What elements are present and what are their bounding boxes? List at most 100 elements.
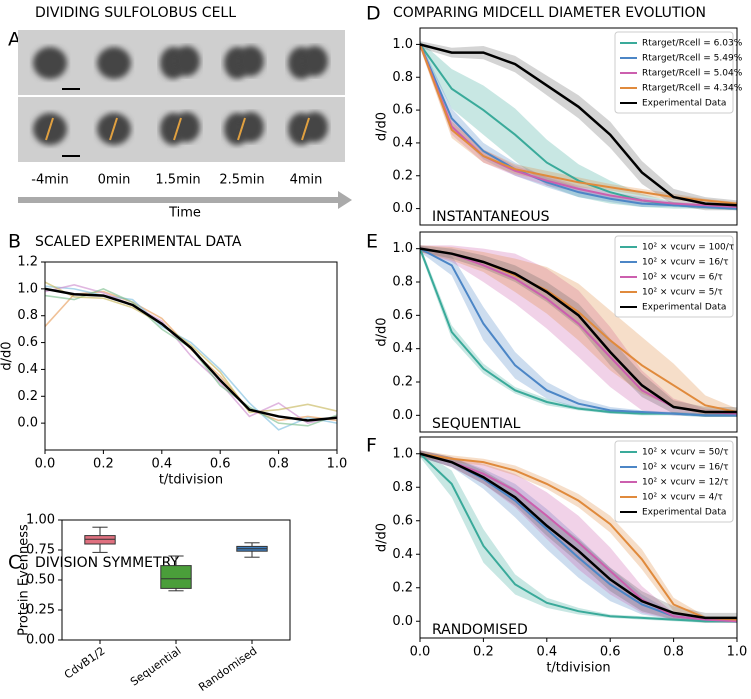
panel-title: SCALED EXPERIMENTAL DATA	[35, 234, 242, 250]
ring-marker	[173, 117, 182, 141]
legend-label: 10² × vcurv = 16/τ	[642, 258, 729, 268]
plot-area	[45, 281, 337, 431]
y-tick-label: 0.6	[392, 103, 413, 118]
error-band	[420, 245, 737, 417]
y-tick-label: 0.6	[17, 335, 38, 350]
y-axis-label: d/d0	[375, 317, 390, 346]
y-axis-label: d/d0	[375, 112, 390, 141]
error-band	[420, 450, 737, 623]
y-tick-label: 1.0	[392, 37, 413, 52]
plot-frame	[419, 27, 738, 226]
y-tick-label: 0.2	[392, 375, 413, 390]
x-tick-label: 0.6	[210, 457, 231, 472]
y-tick-label: 1.0	[17, 281, 38, 296]
time-label: 0min	[98, 173, 131, 188]
y-axis-label: Protein Evenness	[17, 524, 32, 636]
series-line	[45, 281, 337, 414]
series-line	[45, 285, 337, 431]
legend-label: Rtarget/Rcell = 6.03%	[642, 39, 743, 49]
panel-letter: D	[366, 3, 381, 25]
error-band	[420, 450, 737, 623]
panel-annotation: RANDOMISED	[432, 622, 528, 638]
series-line	[420, 453, 737, 623]
y-axis-label: d/d0	[375, 523, 390, 552]
series-line	[45, 287, 337, 422]
legend-label: 10² × vcurv = 16/τ	[642, 463, 729, 473]
x-tick-label: 0.2	[473, 645, 494, 660]
time-label: 4min	[290, 173, 323, 188]
y-axis-label: d/d0	[0, 341, 15, 370]
cell	[97, 47, 131, 79]
x-tick-label: 0.0	[35, 457, 56, 472]
y-tick-label: 0.6	[392, 308, 413, 323]
x-tick-label: 0.8	[268, 457, 289, 472]
panel-title: COMPARING MIDCELL DIAMETER EVOLUTION	[393, 5, 706, 21]
ring-marker	[45, 117, 54, 141]
y-tick-label: 0.25	[26, 603, 55, 618]
y-tick-label: 0.00	[26, 633, 55, 648]
series-line	[420, 452, 737, 620]
cell	[33, 47, 67, 79]
series-line	[420, 452, 737, 621]
time-arrowhead	[338, 191, 352, 209]
y-tick-label: 1.0	[392, 241, 413, 256]
error-band	[420, 41, 737, 211]
y-tick-label: 0.75	[26, 543, 55, 558]
legend-label: 10² × vcurv = 4/τ	[642, 493, 723, 503]
y-tick-label: 1.2	[17, 255, 38, 270]
plot-frame	[419, 436, 738, 639]
y-tick-label: 0.2	[392, 168, 413, 183]
legend-label: 10² × vcurv = 5/τ	[642, 288, 723, 298]
series-line	[420, 44, 737, 210]
ring-marker	[237, 117, 246, 141]
y-tick-label: 0.50	[26, 573, 55, 588]
y-tick-label: 0.0	[392, 201, 413, 216]
series-line	[420, 43, 737, 207]
series-line	[45, 287, 337, 427]
panel-letter: C	[8, 552, 21, 574]
legend-box	[614, 235, 734, 318]
legend-box	[614, 31, 734, 114]
x-tick-label: Sequential	[128, 644, 183, 688]
legend-label: Experimental Data	[642, 303, 726, 313]
series-line	[420, 247, 737, 414]
panel-letter: F	[366, 435, 377, 457]
error-band	[420, 41, 737, 209]
legend-label: 10² × vcurv = 100/τ	[642, 243, 734, 253]
time-label: 2.5min	[219, 173, 264, 188]
plot-area	[420, 41, 737, 211]
y-tick-label: 0.0	[392, 614, 413, 629]
error-band	[420, 450, 737, 622]
y-tick-label: 0.4	[17, 362, 38, 377]
plot-area	[420, 245, 737, 417]
legend-label: 10² × vcurv = 50/τ	[642, 448, 729, 458]
error-band	[420, 450, 737, 623]
y-tick-label: 0.4	[392, 341, 413, 356]
y-tick-label: 0.4	[392, 135, 413, 150]
error-band	[420, 450, 737, 623]
time-label: -4min	[31, 173, 68, 188]
y-tick-label: 0.2	[392, 580, 413, 595]
time-label: 1.5min	[155, 173, 200, 188]
x-axis-label: t/tdivision	[159, 473, 223, 488]
error-band	[420, 245, 737, 416]
x-tick-label: 0.8	[663, 645, 684, 660]
x-tick-label: 1.0	[327, 457, 348, 472]
x-tick-label: 0.4	[536, 645, 557, 660]
plot-area	[420, 450, 737, 623]
y-tick-label: 1.00	[26, 513, 55, 528]
legend-box	[614, 440, 734, 523]
y-tick-label: 0.8	[17, 308, 38, 323]
x-tick-label: 0.2	[93, 457, 114, 472]
x-tick-label: 0.0	[410, 645, 431, 660]
legend-label: Rtarget/Rcell = 5.49%	[642, 54, 743, 64]
y-tick-label: 0.2	[17, 389, 38, 404]
panel-annotation: INSTANTANEOUS	[432, 209, 550, 225]
x-tick-label: Randomised	[196, 644, 259, 694]
y-tick-label: 0.0	[392, 408, 413, 423]
legend-label: Experimental Data	[642, 99, 726, 109]
legend-label: Experimental Data	[642, 508, 726, 518]
ring-marker	[109, 117, 118, 141]
